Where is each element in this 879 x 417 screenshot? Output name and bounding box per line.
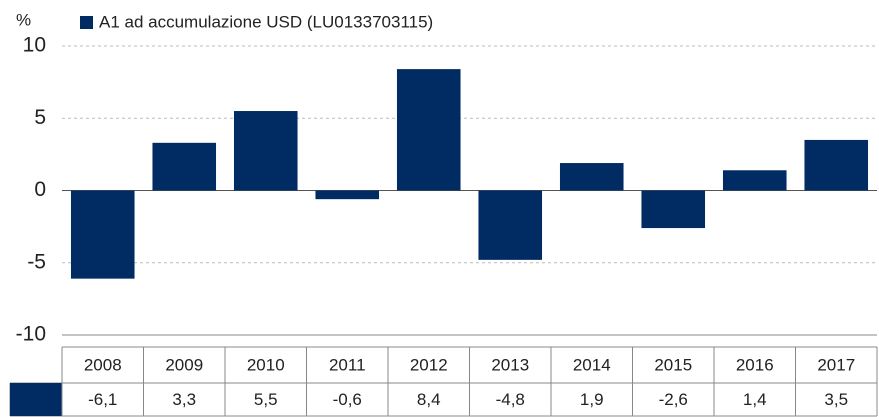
bar bbox=[152, 142, 217, 191]
legend-swatch bbox=[80, 16, 93, 29]
bar bbox=[233, 111, 298, 191]
x-tick-label: 2013 bbox=[491, 355, 529, 374]
data-label: 8,4 bbox=[417, 390, 441, 409]
data-label: 3,3 bbox=[172, 390, 196, 409]
y-tick-label: -10 bbox=[16, 323, 46, 346]
x-tick-label: 2008 bbox=[84, 355, 122, 374]
bar bbox=[641, 190, 706, 229]
bar bbox=[722, 170, 787, 191]
x-tick-label: 2010 bbox=[247, 355, 285, 374]
y-tick-label: 0 bbox=[34, 178, 46, 201]
data-label: 3,5 bbox=[824, 390, 848, 409]
x-tick-label: 2015 bbox=[654, 355, 692, 374]
bar bbox=[70, 190, 135, 279]
data-label: 1,4 bbox=[743, 390, 767, 409]
x-tick-label: 2014 bbox=[573, 355, 611, 374]
y-unit: % bbox=[16, 10, 31, 29]
bar bbox=[396, 69, 461, 191]
bar bbox=[315, 190, 380, 200]
x-tick-label: 2012 bbox=[410, 355, 448, 374]
data-label: -2,6 bbox=[659, 390, 688, 409]
data-label: 5,5 bbox=[254, 390, 278, 409]
bar bbox=[478, 190, 543, 260]
data-label: 1,9 bbox=[580, 390, 604, 409]
x-tick-label: 2016 bbox=[736, 355, 774, 374]
table-swatch bbox=[10, 383, 62, 416]
y-tick-label: 10 bbox=[23, 34, 46, 57]
legend-label: A1 ad accumulazione USD (LU0133703115) bbox=[99, 12, 433, 31]
bar bbox=[804, 139, 869, 191]
x-tick-label: 2009 bbox=[165, 355, 203, 374]
x-tick-label: 2017 bbox=[817, 355, 855, 374]
y-tick-label: -5 bbox=[27, 250, 46, 273]
bar bbox=[559, 163, 624, 191]
y-tick-label: 5 bbox=[34, 106, 46, 129]
data-label: -6,1 bbox=[88, 390, 117, 409]
data-label: -4,8 bbox=[496, 390, 525, 409]
x-tick-label: 2011 bbox=[329, 355, 366, 374]
data-label: -0,6 bbox=[333, 390, 362, 409]
